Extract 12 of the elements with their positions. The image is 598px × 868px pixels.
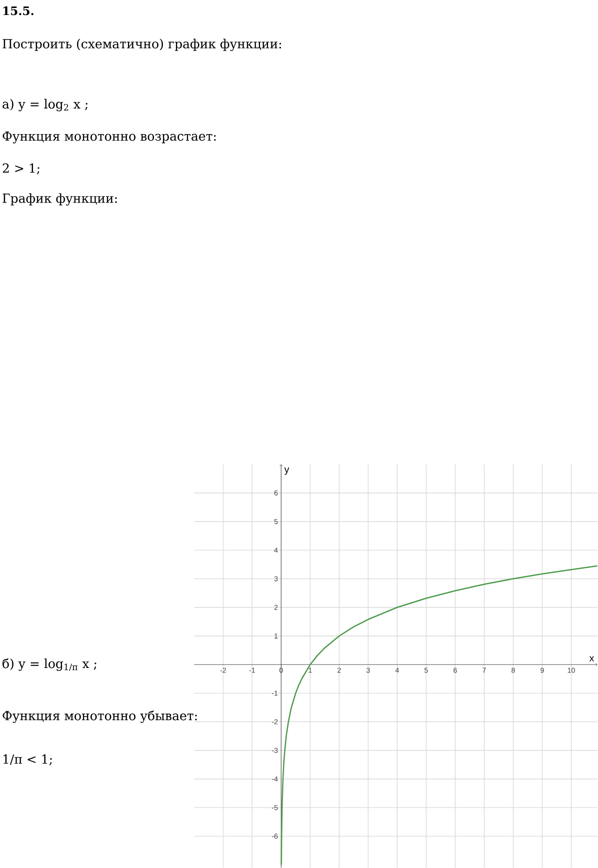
text: Функция монотонно возрастает: (2, 131, 216, 144)
annotation: Функция монотонно убывает: (2, 710, 197, 723)
text: График функции: (2, 193, 117, 206)
text: 2 > 1; (2, 163, 40, 174)
text: 15.5. (4, 6, 34, 16)
line-series (280, 565, 598, 866)
text: 1/π < 1; (4, 754, 52, 766)
text: Построить (схематично) график функции: (2, 38, 282, 52)
x-axis-title: x (590, 656, 594, 662)
text: б) y = log$_{1/π}$ x ; (2, 658, 96, 671)
text: а) y = log$_{2}$ x ; (2, 98, 88, 112)
y-axis-title: y (284, 468, 290, 475)
